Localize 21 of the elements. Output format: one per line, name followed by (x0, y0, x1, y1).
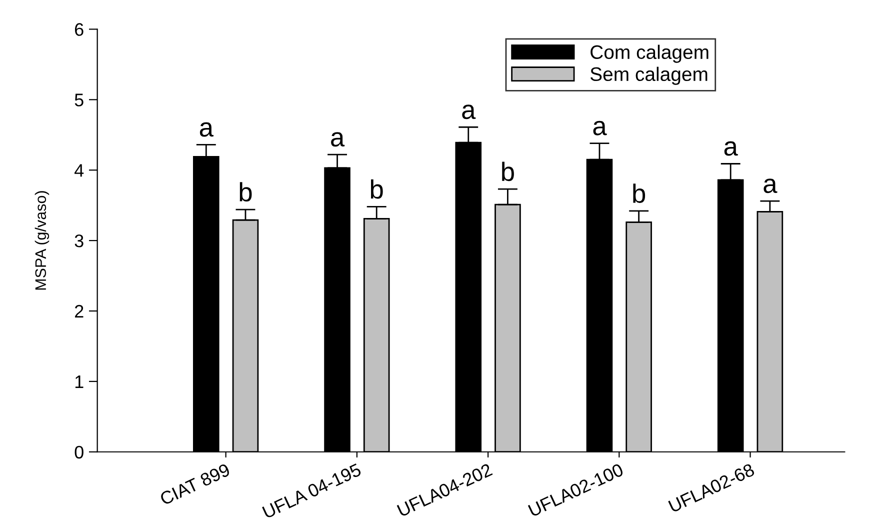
y-tick-label: 5 (74, 94, 84, 106)
annotation: a (331, 132, 345, 147)
y-tick-label: 2 (75, 304, 84, 318)
y-tick-label: 3 (74, 234, 84, 248)
annotation: b (633, 184, 646, 203)
annotation: a (462, 104, 476, 120)
y-axis-title: MSPA (g/vaso) (34, 191, 50, 290)
legend-label: Sem calagem (590, 66, 708, 85)
y-tick-label: 6 (75, 23, 84, 36)
annotation: b (370, 179, 383, 199)
annotation: a (593, 120, 607, 136)
annotation: b (502, 162, 514, 182)
y-tick-label: 4 (74, 164, 84, 177)
annotation: a (764, 178, 778, 194)
annotation: b (240, 182, 252, 202)
x-tick-label: CIAT 899 (159, 463, 231, 506)
annotation: a (724, 141, 738, 156)
y-tick-label: 1 (75, 376, 84, 388)
legend-label: Com calagem (590, 44, 708, 63)
y-tick-label: 0 (74, 446, 84, 459)
annotation: a (200, 122, 214, 137)
